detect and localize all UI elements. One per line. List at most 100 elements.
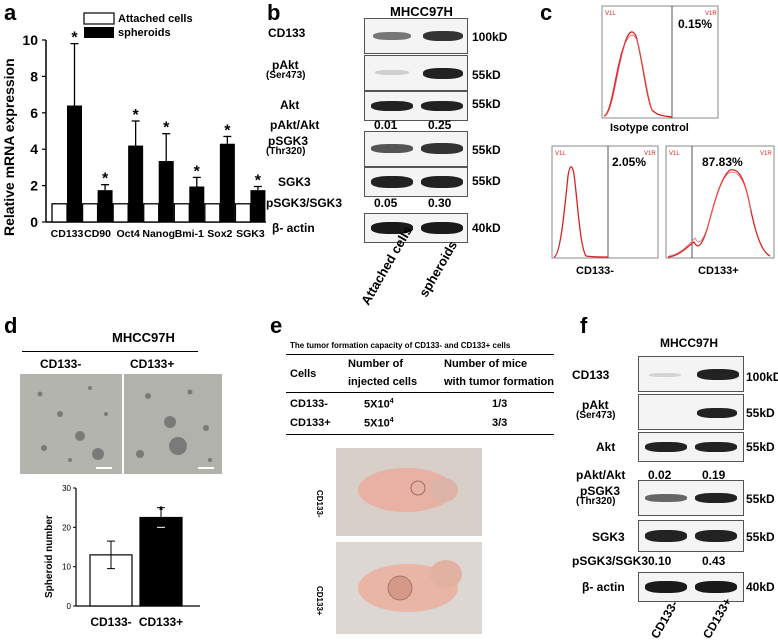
flow-label-neg: CD133- [576,265,614,277]
panel-e-caption: The tumor formation capacity of CD133- a… [290,341,511,350]
table-header-injected-2: injected cells [348,376,418,388]
f-ratio-value-neg: 0.02 [648,468,672,482]
mw-cd133: 100kD [472,30,508,44]
a-category-label: Sox2 [207,228,232,240]
table-row1-mice: 1/3 [492,398,508,410]
f-blot-akt [638,432,744,462]
mw-sgk3: 55kD [472,174,501,188]
micrograph-cd133-neg [20,374,122,474]
panel-label-a: a [4,0,17,25]
a-bar-spheroids [250,190,266,222]
panel-f-western-blot: MHCC97H CD133 100kD pAkt (Ser473) 55kD A… [572,332,778,641]
legend-swatch-attached [83,12,115,25]
d-ytick-label: 20 [62,523,71,532]
f-ratio-label-psgk3: pSGK3/SGK3 [572,554,649,568]
f-mw-akt: 55kD [746,440,775,454]
mw-akt: 55kD [472,97,501,111]
f-label-psgk3: pSGK3 [580,484,621,498]
gate-label-l-pos: V1L [669,151,680,157]
table-row1-cells: CD133- [290,398,328,410]
flow-pct-isotype: 0.15% [678,17,712,31]
a-significance-star: * [71,30,78,47]
a-significance-star: * [255,173,262,190]
blot-label-pakt: pAkt [272,58,299,72]
f-mw-sgk3: 55kD [746,530,775,544]
f-ratio-value-pos: 0.19 [702,468,726,482]
a-bar-spheroids [189,186,205,222]
ratio-value-attached: 0.01 [374,118,398,132]
f-lane-label-neg: CD133- [648,598,681,641]
panel-d-col2: CD133+ [130,357,175,371]
ratio-value-spheroids: 0.25 [428,118,452,132]
ratio-value-spheroids-2: 0.30 [428,196,452,210]
blot-label-akt: Akt [280,98,300,112]
a-category-label: Bmi-1 [175,228,204,240]
panel-a-ylabel: Relative mRNA expression [1,58,17,236]
blot-label-psgk3: pSGK3 [268,134,309,148]
mouse-photos [336,448,482,634]
mw-pakt: 55kD [472,68,501,82]
legend-swatch-spheroids [84,27,114,38]
a-bar-attached [204,203,221,223]
a-bar-attached [143,203,160,223]
panel-d-spheroid-assay: MHCC97H CD133- CD133+ Spheroid number 0 1… [0,310,270,636]
panel-label-d: d [4,313,18,338]
ratio-label-pakt-akt: pAkt/Akt [270,118,320,132]
a-bar-attached [51,203,68,223]
gate-label-r-neg: V1R [644,151,656,157]
f-mw-cd133: 100kD [746,370,778,384]
d-category-label: CD133+ [139,615,183,629]
d-bar [139,516,183,607]
f-label-akt: Akt [596,440,616,454]
gate-label-r-pos: V1R [760,151,772,157]
panel-label-c: c [540,0,553,25]
a-ytick-label: 10 [22,32,38,48]
mw-psgk3: 55kD [472,143,501,157]
table-row2-injected: 5X104 [364,417,394,430]
table-header-injected-1: Number of [348,358,403,370]
blot-sgk3 [364,167,468,197]
blot-akt [364,91,468,121]
d-ytick-label: 10 [62,563,71,572]
f-label-cd133: CD133 [572,368,610,382]
a-category-label: CD133 [51,228,84,240]
photo-label-cd133-neg: CD133- [315,490,324,518]
legend-label-attached: Attached cells [118,13,193,25]
f-blot-sgk3 [638,520,744,552]
blot-psgk3 [364,131,468,167]
a-bar-spheroids [97,190,113,222]
spheroid-micrographs [20,374,222,474]
panel-f-title: MHCC97H [660,336,719,350]
a-bar-attached [112,203,129,223]
f-blot-actin [638,572,744,602]
panel-d-title: MHCC97H [112,330,175,345]
legend-label-spheroids: spheroids [118,27,171,39]
a-bar-spheroids [158,161,174,222]
f-mw-psgk3: 55kD [746,492,775,506]
f-blot-pakt [638,394,744,430]
gate-label-r: V1R [705,11,717,17]
blot-actin [364,213,468,243]
f-mw-pakt: 55kD [746,406,775,420]
flow-pct-pos: 87.83% [702,155,743,169]
a-significance-star: * [133,107,140,124]
panel-c-flow-cytometry: V1L V1R 0.15% Isotype control V1L V1R 2.… [551,5,775,277]
mw-actin: 40kD [472,221,501,235]
table-row2-cells: CD133+ [290,417,331,429]
f-blot-psgk3 [638,480,744,516]
table-header-mice-1: Number of mice [444,358,528,370]
lane-label-spheroids: spheroids [416,238,461,300]
blot-label-actin: β- actin [272,221,315,235]
ratio-label-psgk3-sgk3: pSGK3/SGK3 [266,196,343,210]
f-mw-actin: 40kD [746,580,775,594]
table-row2-mice: 3/3 [492,417,508,429]
gate-label-l: V1L [605,11,616,17]
blot-label-psgk3-site: (Thr320) [266,146,306,157]
panel-label-e: e [270,313,283,338]
a-bar-spheroids [67,105,82,222]
table-header-mice-2: with tumor formation [444,376,554,388]
a-bar-spheroids [128,145,144,222]
panel-label-f: f [580,313,588,338]
f-label-actin: β- actin [582,580,625,594]
panel-b-title: MHCC97H [390,4,453,19]
